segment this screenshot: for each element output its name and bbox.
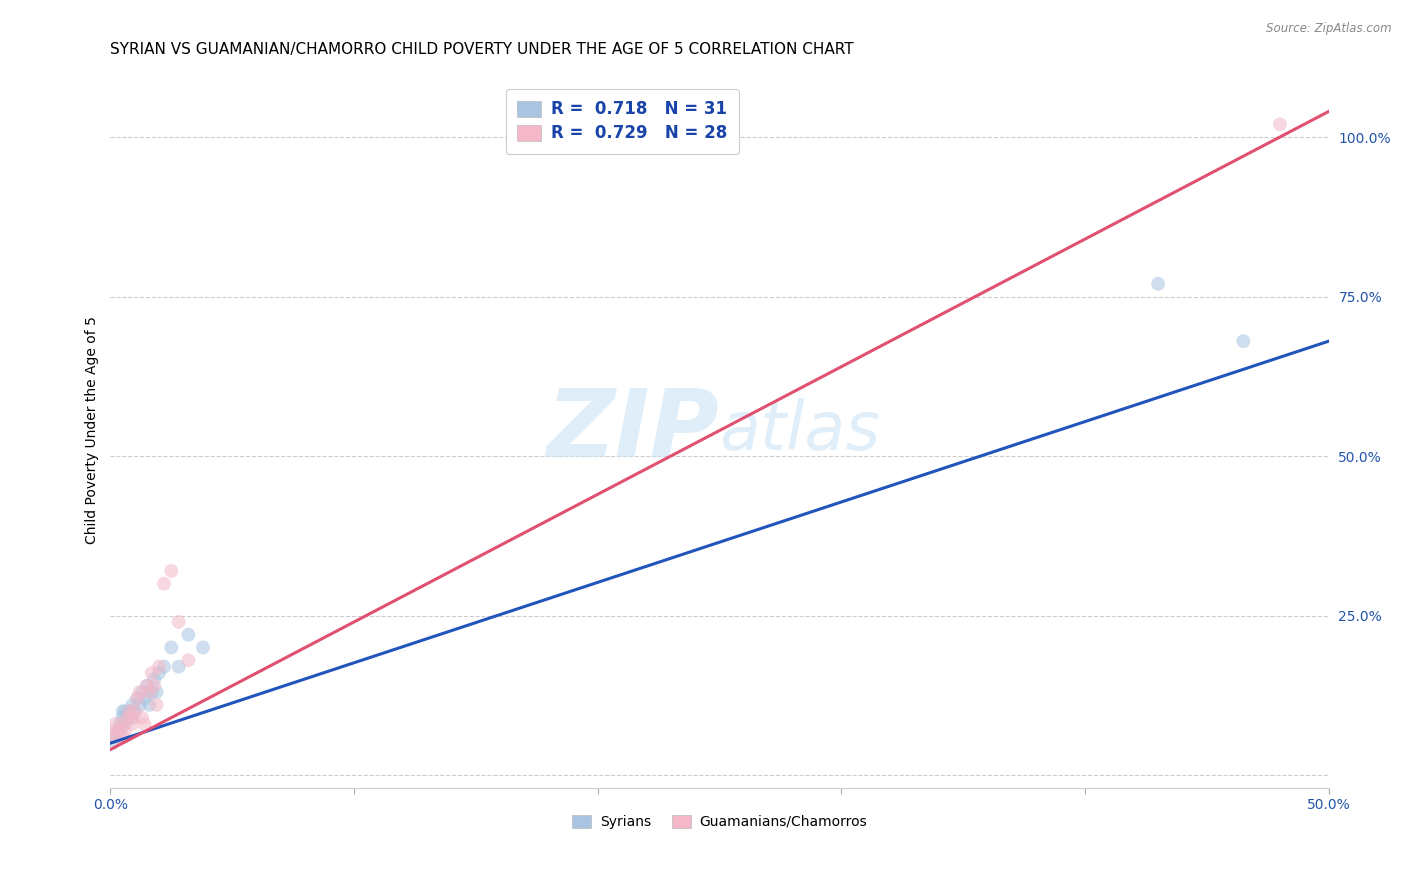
Point	[127, 691, 149, 706]
Point	[145, 698, 167, 712]
Point	[108, 723, 131, 738]
Point	[136, 679, 159, 693]
Point	[101, 736, 124, 750]
Point	[117, 711, 139, 725]
Point	[114, 704, 136, 718]
Point	[141, 685, 163, 699]
Point	[107, 730, 129, 744]
Point	[121, 711, 143, 725]
Point	[131, 685, 153, 699]
Point	[111, 704, 134, 718]
Point	[1147, 277, 1170, 291]
Point	[108, 723, 131, 738]
Point	[167, 615, 190, 629]
Point	[177, 628, 200, 642]
Point	[1232, 334, 1254, 348]
Point	[1268, 117, 1291, 131]
Text: SYRIAN VS GUAMANIAN/CHAMORRO CHILD POVERTY UNDER THE AGE OF 5 CORRELATION CHART: SYRIAN VS GUAMANIAN/CHAMORRO CHILD POVER…	[111, 42, 853, 57]
Point	[143, 673, 166, 687]
Text: atlas: atlas	[720, 398, 880, 464]
Point	[101, 723, 124, 738]
Point	[104, 717, 127, 731]
Point	[121, 717, 143, 731]
Point	[138, 685, 160, 699]
Point	[143, 679, 166, 693]
Point	[145, 685, 167, 699]
Point	[108, 717, 131, 731]
Point	[114, 723, 136, 738]
Point	[138, 698, 160, 712]
Point	[191, 640, 214, 655]
Point	[167, 659, 190, 673]
Point	[160, 564, 183, 578]
Point	[118, 704, 141, 718]
Point	[121, 698, 143, 712]
Point	[148, 659, 170, 673]
Point	[100, 730, 122, 744]
Y-axis label: Child Poverty Under the Age of 5: Child Poverty Under the Age of 5	[86, 317, 100, 544]
Point	[141, 665, 163, 680]
Point	[107, 723, 129, 738]
Point	[128, 685, 150, 699]
Text: Source: ZipAtlas.com: Source: ZipAtlas.com	[1267, 22, 1392, 36]
Point	[111, 711, 134, 725]
Point	[111, 730, 134, 744]
Point	[128, 698, 150, 712]
Point	[131, 711, 153, 725]
Legend: Syrians, Guamanians/Chamorros: Syrians, Guamanians/Chamorros	[567, 809, 873, 835]
Point	[177, 653, 200, 667]
Point	[134, 691, 156, 706]
Point	[114, 717, 136, 731]
Point	[136, 679, 159, 693]
Point	[153, 659, 176, 673]
Point	[124, 704, 146, 718]
Point	[153, 576, 176, 591]
Point	[111, 717, 134, 731]
Point	[124, 704, 146, 718]
Point	[148, 665, 170, 680]
Point	[118, 704, 141, 718]
Point	[127, 691, 149, 706]
Point	[117, 711, 139, 725]
Point	[134, 717, 156, 731]
Point	[104, 730, 127, 744]
Text: ZIP: ZIP	[547, 384, 720, 476]
Point	[121, 711, 143, 725]
Point	[160, 640, 183, 655]
